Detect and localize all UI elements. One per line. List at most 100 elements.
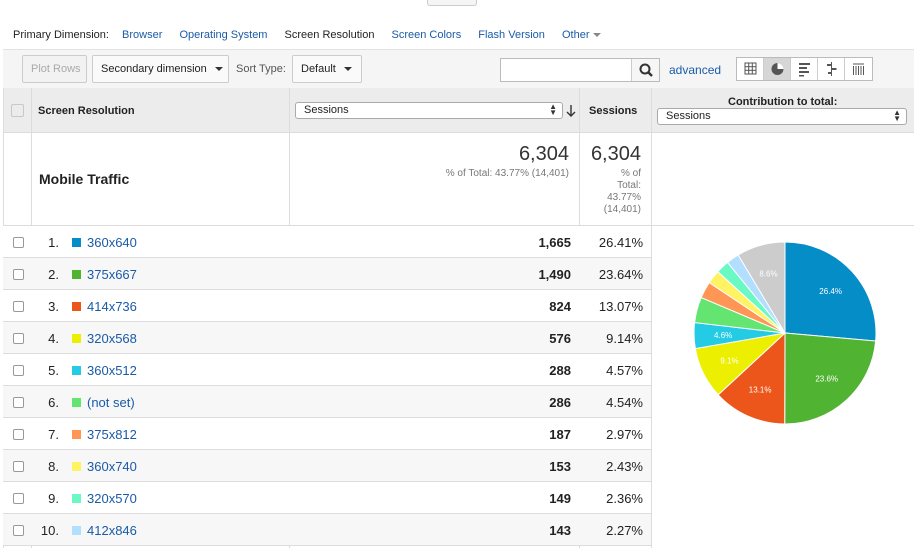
table-row: 2. 375x667 1,490 23.64% (3, 258, 651, 290)
table-row: 4. 320x568 576 9.14% (3, 322, 651, 354)
row-rank: 1. (48, 235, 59, 250)
total-percent-line-2: Total: (617, 180, 641, 191)
dimension-link-other[interactable]: Other (562, 29, 601, 41)
row-checkbox[interactable] (13, 525, 24, 536)
series-color-swatch (72, 270, 81, 279)
row-rank: 3. (48, 299, 59, 314)
metric-select-value: Sessions (304, 104, 349, 116)
total-sessions-percent: % of Total: 43.77% (14,401) (445, 168, 569, 179)
row-sessions: 824 (549, 299, 571, 314)
select-all-checkbox[interactable] (11, 104, 24, 117)
table-row: 9. 320x570 149 2.36% (3, 482, 651, 514)
series-color-swatch (72, 302, 81, 311)
dimension-column-header[interactable]: Screen Resolution (38, 105, 135, 117)
series-color-swatch (72, 238, 81, 247)
row-divider (3, 417, 651, 418)
dimension-link-browser[interactable]: Browser (122, 29, 163, 41)
total-percent-line-4: (14,401) (603, 204, 641, 215)
row-checkbox[interactable] (13, 365, 24, 376)
sort-type-value: Default (301, 63, 336, 75)
row-dimension-link[interactable]: 360x512 (87, 363, 137, 378)
row-checkbox[interactable] (13, 493, 24, 504)
contribution-select-value: Sessions (666, 110, 711, 122)
row-dimension-link[interactable]: 375x812 (87, 427, 137, 442)
row-checkbox[interactable] (13, 237, 24, 248)
row-checkbox[interactable] (13, 397, 24, 408)
table-row: 1. 360x640 1,665 26.41% (3, 226, 651, 258)
pie-chart-view-button[interactable] (764, 58, 791, 80)
primary-dimension-label: Primary Dimension: (13, 29, 109, 41)
table-row: 5. 360x512 288 4.57% (3, 354, 651, 386)
total-percent-line-3: 43.77% (607, 192, 641, 203)
row-sessions: 149 (549, 491, 571, 506)
row-divider (3, 257, 651, 258)
data-table-view-button[interactable] (737, 58, 764, 80)
row-checkbox[interactable] (13, 301, 24, 312)
secondary-dimension-label: Secondary dimension (101, 63, 207, 75)
row-dimension-link[interactable]: 360x640 (87, 235, 137, 250)
performance-view-button[interactable] (791, 58, 818, 80)
sort-type-dropdown[interactable]: Default (292, 55, 362, 83)
select-arrows-icon: ▲ ▼ (549, 102, 557, 117)
series-color-swatch (72, 334, 81, 343)
term-cloud-view-button[interactable] (845, 58, 872, 80)
row-sessions: 1,665 (538, 235, 571, 250)
row-sessions: 153 (549, 459, 571, 474)
dimension-link-operating-system[interactable]: Operating System (179, 29, 268, 41)
row-divider (3, 449, 651, 450)
row-dimension-link[interactable]: 360x740 (87, 459, 137, 474)
total-sessions-column: 6,304 (590, 143, 641, 165)
pie-slice-1[interactable] (784, 332, 877, 425)
series-color-swatch (72, 526, 81, 535)
row-dimension-link[interactable]: 320x570 (87, 491, 137, 506)
row-sessions-percent: 23.64% (598, 267, 643, 282)
table-row: 10. 412x846 143 2.27% (3, 514, 651, 546)
term-cloud-icon (853, 63, 864, 75)
row-divider (3, 289, 651, 290)
dimension-link-screen-colors[interactable]: Screen Colors (391, 29, 462, 41)
row-sessions: 288 (549, 363, 571, 378)
dimension-link-screen-resolution[interactable]: Screen Resolution (284, 29, 375, 41)
pie-slice-0[interactable] (784, 241, 877, 342)
pie-slice-label: 4.6% (714, 331, 732, 340)
row-sessions: 286 (549, 395, 571, 410)
row-checkbox[interactable] (13, 429, 24, 440)
sort-descending-icon[interactable] (565, 104, 577, 118)
row-sessions-percent: 2.36% (606, 491, 643, 506)
view-switcher (736, 57, 873, 81)
pie-slice-label: 13.1% (749, 386, 772, 395)
row-checkbox[interactable] (13, 333, 24, 344)
advanced-filter-link[interactable]: advanced (669, 63, 722, 77)
contribution-select[interactable]: Sessions ▲ ▼ (657, 108, 907, 125)
pie-slice-10[interactable] (737, 241, 786, 335)
row-divider (3, 353, 651, 354)
pie-slice-label: 23.6% (815, 375, 838, 384)
pie-chart-icon (771, 63, 784, 75)
series-color-swatch (72, 462, 81, 471)
row-checkbox[interactable] (13, 461, 24, 472)
row-rank: 6. (48, 395, 59, 410)
row-dimension-link[interactable]: 320x568 (87, 331, 137, 346)
row-dimension-link[interactable]: (not set) (87, 395, 135, 410)
row-dimension-link[interactable]: 414x736 (87, 299, 137, 314)
row-checkbox[interactable] (13, 269, 24, 280)
total-sessions: 6,304 (518, 143, 569, 165)
row-dimension-link[interactable]: 412x846 (87, 523, 137, 538)
row-dimension-link[interactable]: 375x667 (87, 267, 137, 282)
collapse-handle[interactable] (427, 0, 477, 6)
plot-rows-button[interactable]: Plot Rows (22, 55, 87, 83)
comparison-view-button[interactable] (818, 58, 845, 80)
metric-select[interactable]: Sessions ▲ ▼ (295, 102, 563, 119)
select-arrows-icon: ▲ ▼ (893, 108, 901, 123)
pie-chart: 26.4% 23.6% 13.1% 9.1% 4.6% 8.6% (693, 241, 877, 425)
series-color-swatch (72, 366, 81, 375)
sessions-column-header[interactable]: Sessions (589, 105, 638, 117)
search-button[interactable] (631, 59, 659, 81)
row-sessions-percent: 9.14% (606, 331, 643, 346)
search-input[interactable] (501, 59, 631, 81)
contribution-label: Contribution to total: (728, 96, 838, 108)
secondary-dimension-dropdown[interactable]: Secondary dimension (92, 55, 229, 83)
dimension-link-flash-version[interactable]: Flash Version (478, 29, 545, 41)
row-sessions: 143 (549, 523, 571, 538)
pie-slice-2[interactable] (717, 331, 786, 425)
